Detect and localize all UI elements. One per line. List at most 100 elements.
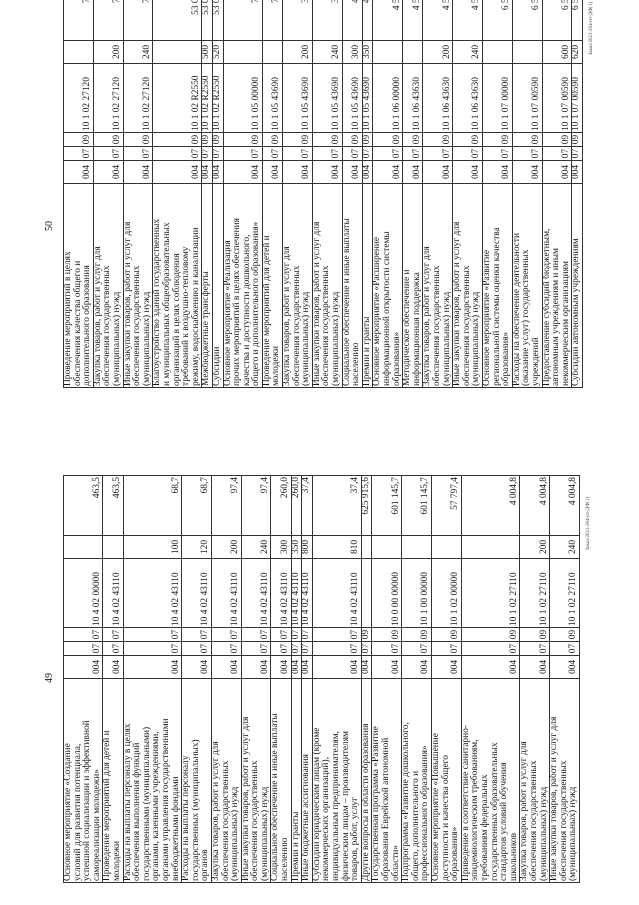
subsection-code: 07 xyxy=(123,627,182,642)
expense-type-code xyxy=(262,40,283,64)
amount: 785,0 xyxy=(223,0,263,41)
table-row: Основное мероприятие «Повышение доступно… xyxy=(431,475,462,883)
section-code: 07 xyxy=(512,146,542,161)
subsection-code: 09 xyxy=(362,132,373,147)
subsection-code: 09 xyxy=(542,132,572,147)
target-article-code: 10 1 07 00590 xyxy=(512,63,542,133)
amount: 700,0 xyxy=(63,0,94,41)
expense-type-code: 800 xyxy=(301,535,313,559)
section-code: 07 xyxy=(461,641,520,656)
subsection-code: 09 xyxy=(519,627,550,642)
table-row: Закупка товаров, работ и услуг для обесп… xyxy=(93,0,124,388)
row-description: Другие вопросы в области образования xyxy=(361,678,372,883)
row-description: Субсидии xyxy=(212,183,223,388)
amount: 400,0 xyxy=(342,0,363,41)
expense-type-code: 240 xyxy=(312,40,343,64)
target-article-code: 10 1 02 00000 xyxy=(431,558,462,628)
section-code: 07 xyxy=(262,146,283,161)
table-row: Закупка товаров, работ и услуг для обесп… xyxy=(519,475,550,883)
grbs-code: 004 xyxy=(431,655,462,679)
subsection-code: 09 xyxy=(282,132,313,147)
table-row: Межбюджетные трансферты 004 07 09 10 1 02 R2… xyxy=(201,0,213,388)
grbs-code: 004 xyxy=(372,160,403,184)
amount: 785,0 xyxy=(262,0,283,41)
subsection-code: 09 xyxy=(361,627,372,642)
expense-type-code: 240 xyxy=(123,40,153,64)
row-description: Государственная программа «Развитие обра… xyxy=(371,678,402,883)
grbs-code: 004 xyxy=(262,160,283,184)
amount: 601 145,7 xyxy=(371,475,402,536)
row-description: Основное мероприятие «Реализация прочих … xyxy=(223,183,263,388)
amount: 385,0 xyxy=(312,0,343,41)
row-description: Иные закупки товаров, работ и услуг для … xyxy=(452,183,483,388)
grbs-code: 004 xyxy=(282,160,313,184)
expense-type-code xyxy=(63,535,103,559)
row-description: Социальное обеспечение и иные выплаты на… xyxy=(270,678,292,883)
table-block: Проведение мероприятий в целях обеспечен… xyxy=(63,0,595,388)
grbs-code: 004 xyxy=(223,160,263,184)
row-description: Субсидии юридическим лицам (кроме некомм… xyxy=(312,678,362,883)
row-description: Проведение мероприятий для детей и молод… xyxy=(262,183,283,388)
expense-type-code: 240 xyxy=(452,40,483,64)
subsection-code: 09 xyxy=(152,132,202,147)
row-description: Закупка товаров, работ и услуг для обесп… xyxy=(93,183,124,388)
expense-type-code: 100 xyxy=(123,535,182,559)
grbs-code: 004 xyxy=(452,160,483,184)
expense-type-code xyxy=(223,40,263,64)
expense-type-code: 200 xyxy=(282,40,313,64)
target-article-code: 10 1 07 00590 xyxy=(542,63,572,133)
section-code: 07 xyxy=(63,641,103,656)
subsection-code: 07 xyxy=(241,627,271,642)
grbs-code: 004 xyxy=(63,655,103,679)
amount: 260,0 xyxy=(291,475,302,536)
expense-type-code: 120 xyxy=(181,535,212,559)
section-code: 07 xyxy=(312,146,343,161)
row-description: Предоставление субсидий бюджетным, автон… xyxy=(542,183,572,388)
table-row: Государственная программа «Развитие обра… xyxy=(371,475,402,883)
subsection-code: 09 xyxy=(212,132,223,147)
section-code: 07 xyxy=(123,641,182,656)
section-code: 07 xyxy=(291,641,302,656)
expense-type-code: 240 xyxy=(241,535,271,559)
amount: 625 915,6 xyxy=(361,475,372,536)
subsection-code: 09 xyxy=(223,132,263,147)
section-code: 07 xyxy=(270,641,292,656)
expense-type-code: 200 xyxy=(93,40,124,64)
target-article-code: 10 4 02 43110 xyxy=(211,558,242,628)
amount: 4 004,8 xyxy=(549,475,580,536)
row-description: Иные закупки товаров, работ и услуг для … xyxy=(123,183,153,388)
amount: 4 599,6 xyxy=(422,0,453,41)
table-row: Иные закупки товаров, работ и услуг для … xyxy=(241,475,271,883)
section-code: 07 xyxy=(102,641,124,656)
section-code: 07 xyxy=(282,146,313,161)
grbs-code: 004 xyxy=(201,160,213,184)
amount: 700,0 xyxy=(123,0,153,41)
row-description: Проведение мероприятий для детей и молод… xyxy=(102,678,124,883)
row-description: Иные закупки товаров, работ и услуг для … xyxy=(241,678,271,883)
grbs-code: 004 xyxy=(519,655,550,679)
section-code: 07 xyxy=(312,641,362,656)
table-row: Иные закупки товаров, работ и услуг для … xyxy=(312,0,343,388)
row-description: Закупка товаров, работ и услуг для обесп… xyxy=(422,183,453,388)
page-number: 50 xyxy=(44,221,55,231)
amount: 53 092,6 xyxy=(201,0,213,41)
subsection-code: 09 xyxy=(571,132,583,147)
target-article-code: 10 1 06 43630 xyxy=(402,63,423,133)
section-code: 07 xyxy=(422,146,453,161)
row-description: Приведение в соответствие санитарно- эпи… xyxy=(461,678,520,883)
subsection-code: 09 xyxy=(431,627,462,642)
subsection-code: 07 xyxy=(63,627,103,642)
row-description: Иные закупки товаров, работ и услуг для … xyxy=(312,183,343,388)
amount: 6 555,6 xyxy=(482,0,513,41)
amount: 6 555,6 xyxy=(512,0,542,41)
grbs-code: 004 xyxy=(361,655,372,679)
row-description: Премии и гранты xyxy=(291,678,302,883)
subsection-code: 07 xyxy=(301,627,313,642)
amount: 53 092,6 xyxy=(212,0,223,41)
subsection-code: 09 xyxy=(93,132,124,147)
budget-table: Проведение мероприятий в целях обеспечен… xyxy=(63,0,583,388)
expense-type-code xyxy=(512,40,542,64)
row-description: Основное мероприятие «Создание условий д… xyxy=(63,678,103,883)
row-description: Расходы на выплаты персоналу в целях обе… xyxy=(123,678,182,883)
